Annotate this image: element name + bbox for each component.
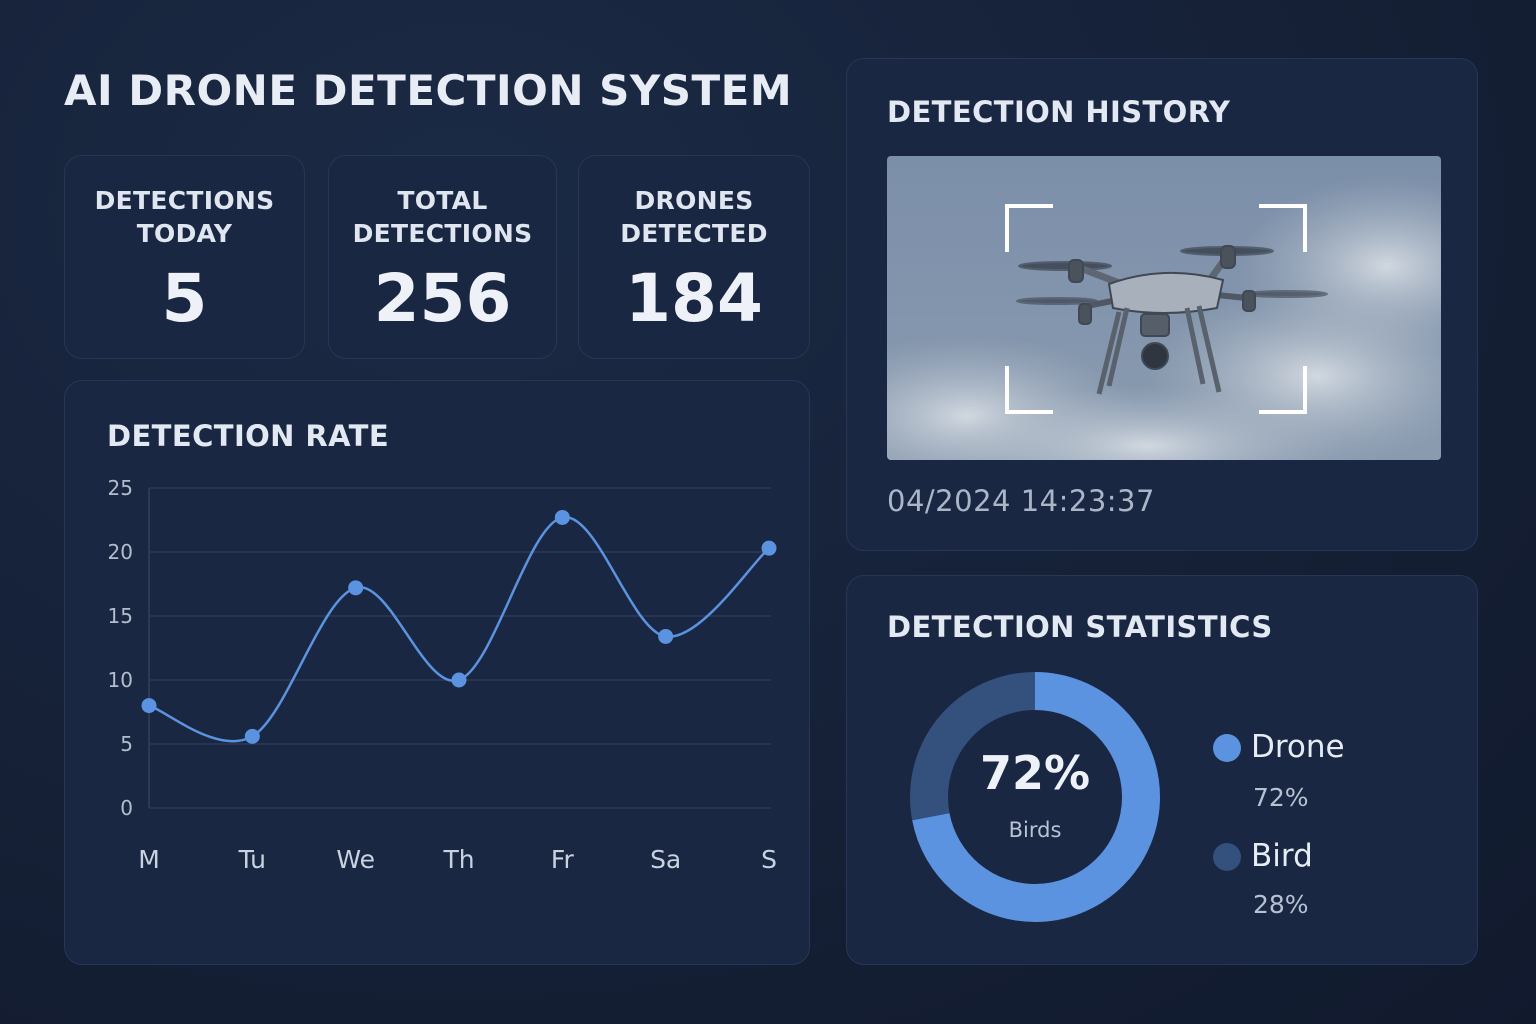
data-point[interactable] — [348, 580, 364, 596]
stat-card-total-detections: TOTAL DETECTIONS 256 — [328, 155, 557, 359]
x-tick-label: M — [138, 845, 160, 874]
x-tick-label: Sa — [650, 845, 681, 874]
x-tick-label: S — [761, 845, 777, 874]
drone-legend-dot — [1213, 734, 1241, 762]
stat-card-drones-detected: DRONES DETECTED 184 — [578, 155, 810, 359]
stat-card-detections-today: DETECTIONS TODAY 5 — [64, 155, 305, 359]
stat-label: DRONES DETECTED — [620, 186, 768, 248]
x-tick-label: Tu — [238, 845, 266, 874]
y-tick-label: 10 — [108, 668, 133, 692]
detection-statistics-card: DETECTION STATISTICS 72% Birds Drone 72% … — [846, 575, 1478, 965]
detection-rate-card: DETECTION RATE 0 5 10 15 20 25 M Tu We Th Fr Sa S — [64, 380, 810, 965]
card-title: DETECTION STATISTICS — [887, 610, 1273, 644]
data-point[interactable] — [141, 698, 157, 714]
stat-value: 256 — [373, 260, 512, 337]
y-tick-label: 20 — [108, 540, 133, 564]
drone-photo[interactable] — [887, 156, 1441, 460]
card-title: DETECTION RATE — [107, 419, 390, 453]
legend-name-drone: Drone — [1251, 729, 1345, 765]
data-point[interactable] — [658, 628, 674, 644]
donut-center-value: 72% — [980, 746, 1090, 800]
stat-label: TOTAL DETECTIONS — [352, 186, 533, 248]
x-tick-label: Th — [442, 845, 474, 874]
data-point[interactable] — [554, 509, 570, 525]
y-tick-label: 5 — [120, 732, 133, 756]
y-tick-label: 15 — [108, 604, 133, 628]
data-point[interactable] — [451, 672, 467, 688]
card-title: DETECTION HISTORY — [887, 95, 1231, 129]
x-tick-label: Fr — [551, 845, 575, 874]
data-point[interactable] — [761, 540, 777, 556]
detection-history-card: DETECTION HISTORY — [846, 58, 1478, 551]
detection-timestamp: 04/2024 14:23:37 — [887, 484, 1155, 518]
stat-label: DETECTIONS TODAY — [94, 186, 275, 248]
stat-value: 184 — [625, 260, 763, 337]
data-point[interactable] — [244, 728, 260, 744]
page-title: AI DRONE DETECTION SYSTEM — [64, 66, 793, 115]
y-tick-label: 0 — [120, 796, 133, 820]
series-line — [148, 516, 770, 743]
legend-pct-bird: 28% — [1253, 890, 1309, 919]
stat-value: 5 — [161, 260, 208, 337]
legend-pct-drone: 72% — [1253, 783, 1309, 812]
x-tick-label: We — [336, 845, 375, 874]
donut-center-label: Birds — [1009, 818, 1062, 842]
detection-donut-chart: 72% Birds — [910, 672, 1160, 922]
bird-legend-dot — [1213, 843, 1241, 871]
donut-slice-bird[interactable] — [910, 672, 1160, 922]
legend-name-bird: Bird — [1251, 838, 1313, 874]
y-tick-label: 25 — [108, 476, 133, 500]
drone-photo-icon — [887, 156, 1441, 460]
detection-rate-chart: 0 5 10 15 20 25 M Tu We Th Fr Sa S — [108, 476, 777, 874]
